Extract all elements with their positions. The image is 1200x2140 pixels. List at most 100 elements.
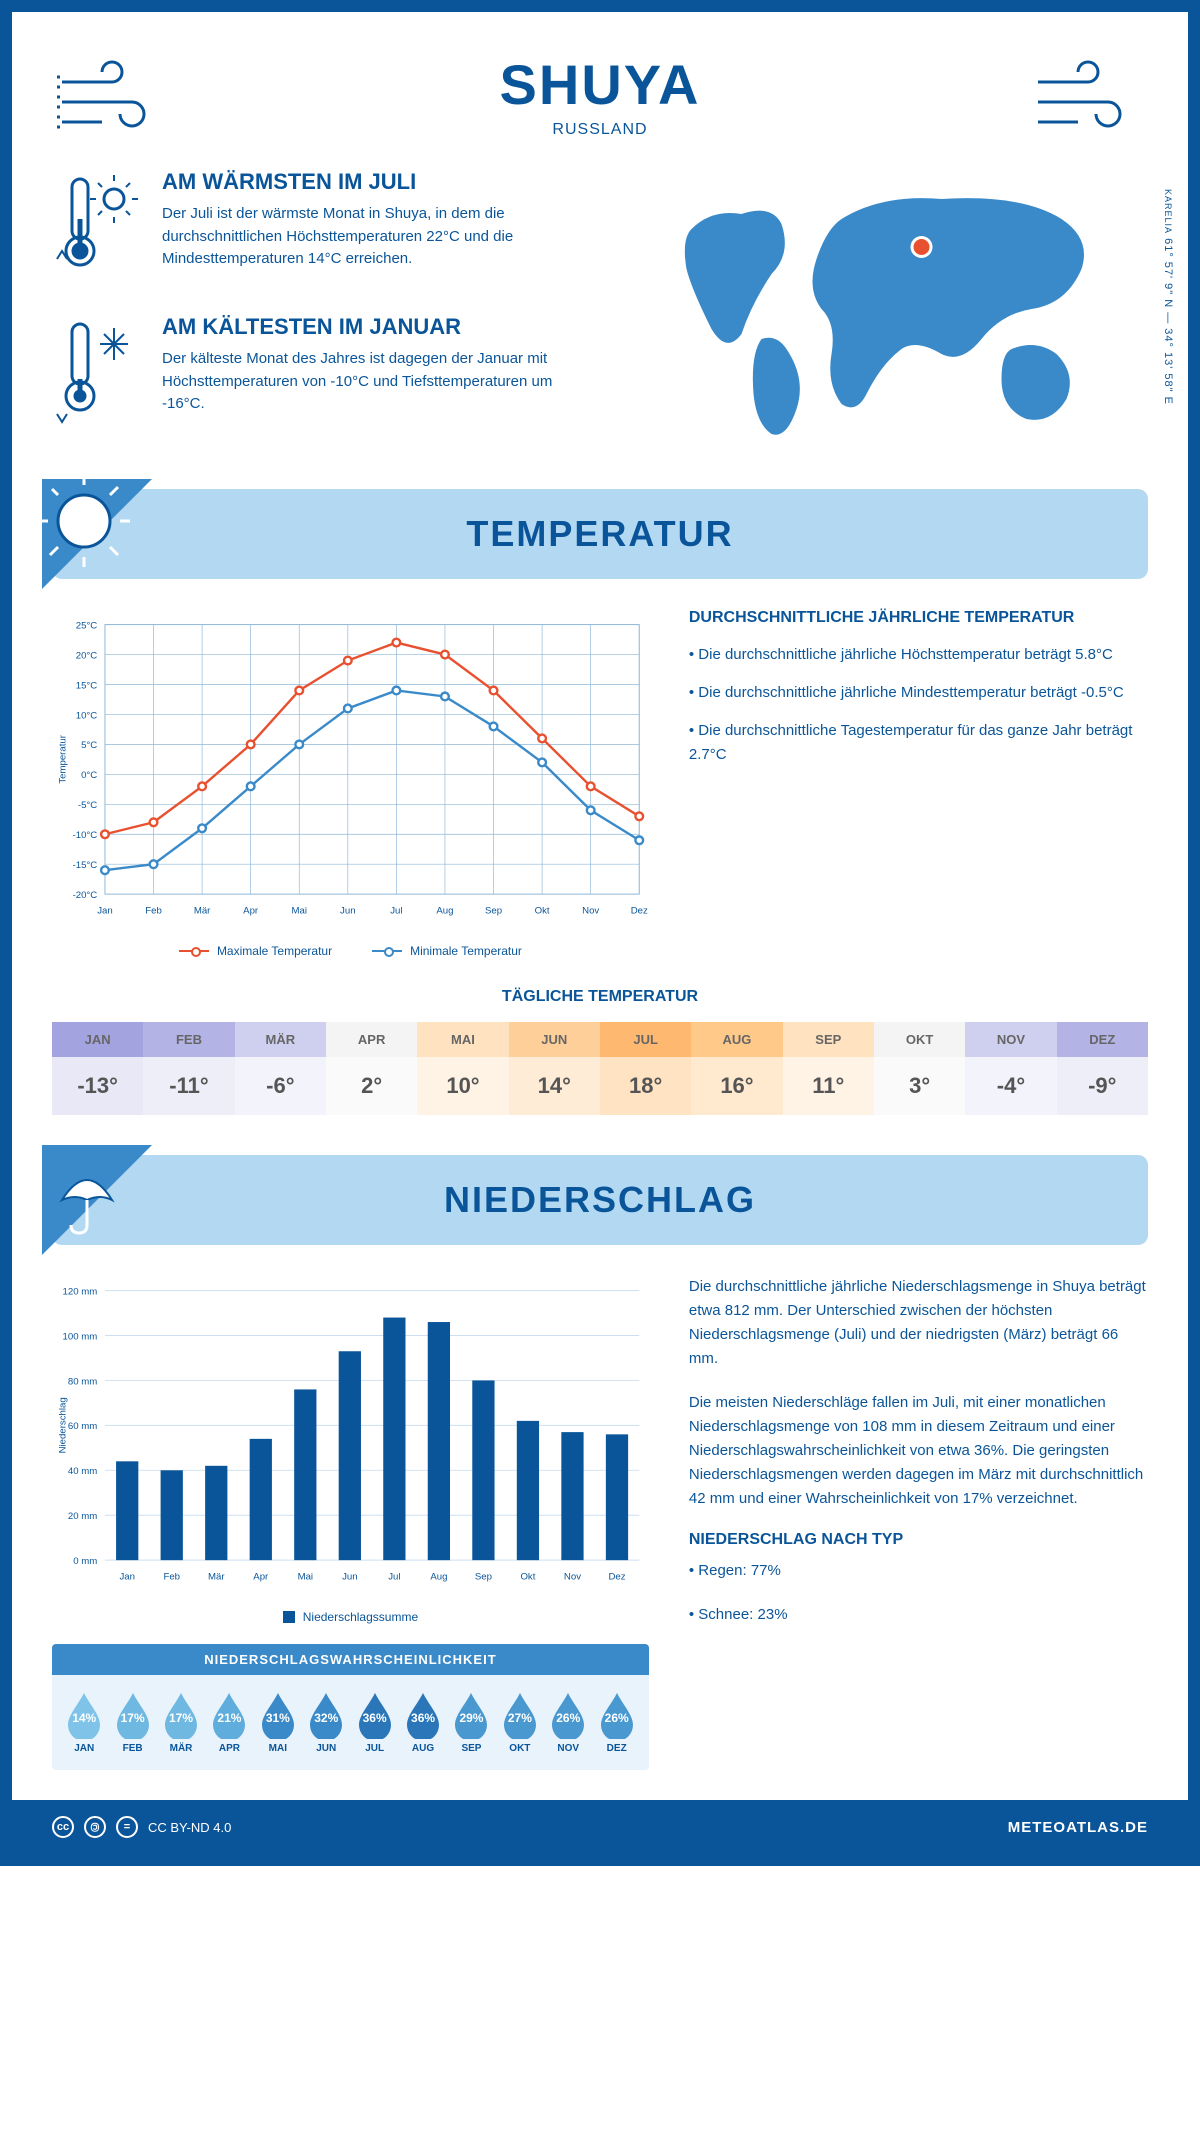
svg-text:Mai: Mai (291, 905, 306, 916)
temperature-banner: TEMPERATUR (52, 489, 1148, 579)
svg-text:25°C: 25°C (76, 620, 98, 631)
wind-icon (52, 52, 172, 147)
svg-text:100 mm: 100 mm (63, 1331, 98, 1342)
by-icon: 🄯 (84, 1816, 106, 1838)
svg-text:Jul: Jul (388, 1571, 400, 1582)
license-text: CC BY-ND 4.0 (148, 1820, 231, 1835)
daily-temp-table: JAN-13°FEB-11°MÄR-6°APR2°MAI10°JUN14°JUL… (52, 1022, 1148, 1115)
svg-text:Mär: Mär (208, 1571, 225, 1582)
svg-text:15°C: 15°C (76, 680, 98, 691)
site-name: METEOATLAS.DE (1008, 1819, 1148, 1836)
svg-text:Jan: Jan (97, 905, 113, 916)
svg-text:Jan: Jan (119, 1571, 135, 1582)
prob-cell: 26%NOV (544, 1689, 592, 1754)
svg-text:Mär: Mär (194, 905, 211, 916)
sun-icon (42, 479, 152, 589)
daily-cell: MAI10° (417, 1022, 508, 1115)
prob-cell: 32%JUN (302, 1689, 350, 1754)
svg-text:Aug: Aug (430, 1571, 447, 1582)
daily-cell: JUL18° (600, 1022, 691, 1115)
cc-icon: cc (52, 1816, 74, 1838)
temp-section-title: TEMPERATUR (52, 513, 1148, 555)
temp-info: DURCHSCHNITTLICHE JÄHRLICHE TEMPERATUR •… (689, 609, 1148, 958)
coldest-title: AM KÄLTESTEN IM JANUAR (162, 314, 585, 340)
svg-text:Jun: Jun (340, 905, 356, 916)
svg-text:40 mm: 40 mm (68, 1466, 97, 1477)
svg-text:Mai: Mai (298, 1571, 313, 1582)
svg-text:Nov: Nov (564, 1571, 581, 1582)
prob-cell: 36%AUG (399, 1689, 447, 1754)
legend-max: Maximale Temperatur (179, 944, 332, 958)
svg-text:-20°C: -20°C (73, 890, 98, 901)
daily-cell: JUN14° (509, 1022, 600, 1115)
prob-cell: 27%OKT (496, 1689, 544, 1754)
umbrella-icon (42, 1145, 152, 1255)
warmest-title: AM WÄRMSTEN IM JULI (162, 169, 585, 195)
footer: cc 🄯 = CC BY-ND 4.0 METEOATLAS.DE (12, 1800, 1188, 1854)
svg-text:10°C: 10°C (76, 710, 98, 721)
svg-text:-10°C: -10°C (73, 830, 98, 841)
warmest-text: Der Juli ist der wärmste Monat in Shuya,… (162, 203, 585, 271)
coordinates: KARELIA 61° 57' 9" N — 34° 13' 58" E (1162, 189, 1174, 405)
prob-cell: 17%MÄR (157, 1689, 205, 1754)
temperature-line-chart: -20°C -15°C -10°C -5°C 0°C 5°C 10°C 15°C 20°C 25°… (52, 609, 649, 958)
svg-text:Jul: Jul (390, 905, 402, 916)
daily-cell: APR2° (326, 1022, 417, 1115)
daily-cell: OKT3° (874, 1022, 965, 1115)
svg-text:-5°C: -5°C (78, 800, 97, 811)
svg-text:Sep: Sep (475, 1571, 492, 1582)
svg-text:Nov: Nov (582, 905, 599, 916)
world-map: KARELIA 61° 57' 9" N — 34° 13' 58" E (615, 169, 1148, 454)
daily-cell: AUG16° (691, 1022, 782, 1115)
precip-info: Die durchschnittliche jährliche Niedersc… (689, 1275, 1148, 1770)
legend-precip: Niederschlagssumme (283, 1610, 418, 1624)
legend-min: Minimale Temperatur (372, 944, 522, 958)
svg-text:Feb: Feb (145, 905, 162, 916)
daily-cell: MÄR-6° (235, 1022, 326, 1115)
svg-text:Okt: Okt (520, 1571, 535, 1582)
svg-text:5°C: 5°C (81, 740, 97, 751)
precip-section-title: NIEDERSCHLAG (52, 1179, 1148, 1221)
daily-cell: SEP11° (783, 1022, 874, 1115)
prob-cell: 14%JAN (60, 1689, 108, 1754)
svg-text:60 mm: 60 mm (68, 1421, 97, 1432)
coldest-text: Der kälteste Monat des Jahres ist dagege… (162, 348, 585, 416)
svg-text:20 mm: 20 mm (68, 1511, 97, 1522)
thermometer-snow-icon (52, 314, 142, 429)
prob-cell: 21%APR (205, 1689, 253, 1754)
svg-text:Dez: Dez (631, 905, 648, 916)
daily-cell: NOV-4° (965, 1022, 1056, 1115)
svg-text:Aug: Aug (436, 905, 453, 916)
prob-cell: 36%JUL (350, 1689, 398, 1754)
svg-text:120 mm: 120 mm (63, 1286, 98, 1297)
prob-cell: 31%MAI (254, 1689, 302, 1754)
svg-text:0 mm: 0 mm (73, 1556, 97, 1567)
city-title: SHUYA (52, 52, 1148, 117)
svg-text:Apr: Apr (253, 1571, 269, 1582)
svg-text:Niederschlag: Niederschlag (57, 1397, 68, 1453)
coldest-fact: AM KÄLTESTEN IM JANUAR Der kälteste Mona… (52, 314, 585, 429)
svg-text:0°C: 0°C (81, 770, 97, 781)
daily-temp-title: TÄGLICHE TEMPERATUR (52, 988, 1148, 1006)
prob-cell: 26%DEZ (592, 1689, 640, 1754)
precip-bar-chart: 0 mm 20 mm 40 mm 60 mm 80 mm 100 mm 120 mm Jan F… (52, 1275, 649, 1624)
header: SHUYA RUSSLAND (52, 42, 1148, 169)
daily-cell: DEZ-9° (1057, 1022, 1148, 1115)
svg-text:Okt: Okt (535, 905, 550, 916)
svg-text:80 mm: 80 mm (68, 1376, 97, 1387)
warmest-fact: AM WÄRMSTEN IM JULI Der Juli ist der wär… (52, 169, 585, 284)
svg-text:Temperatur: Temperatur (57, 734, 68, 783)
daily-cell: JAN-13° (52, 1022, 143, 1115)
svg-text:Feb: Feb (163, 1571, 180, 1582)
daily-cell: FEB-11° (143, 1022, 234, 1115)
precip-banner: NIEDERSCHLAG (52, 1155, 1148, 1245)
svg-text:Dez: Dez (608, 1571, 625, 1582)
svg-text:Apr: Apr (243, 905, 259, 916)
svg-text:-15°C: -15°C (73, 860, 98, 871)
svg-text:Jun: Jun (342, 1571, 358, 1582)
thermometer-sun-icon (52, 169, 142, 284)
precip-probability-box: NIEDERSCHLAGSWAHRSCHEINLICHKEIT 14%JAN17… (52, 1644, 649, 1770)
nd-icon: = (116, 1816, 138, 1838)
svg-text:Sep: Sep (485, 905, 502, 916)
svg-text:20°C: 20°C (76, 650, 98, 661)
